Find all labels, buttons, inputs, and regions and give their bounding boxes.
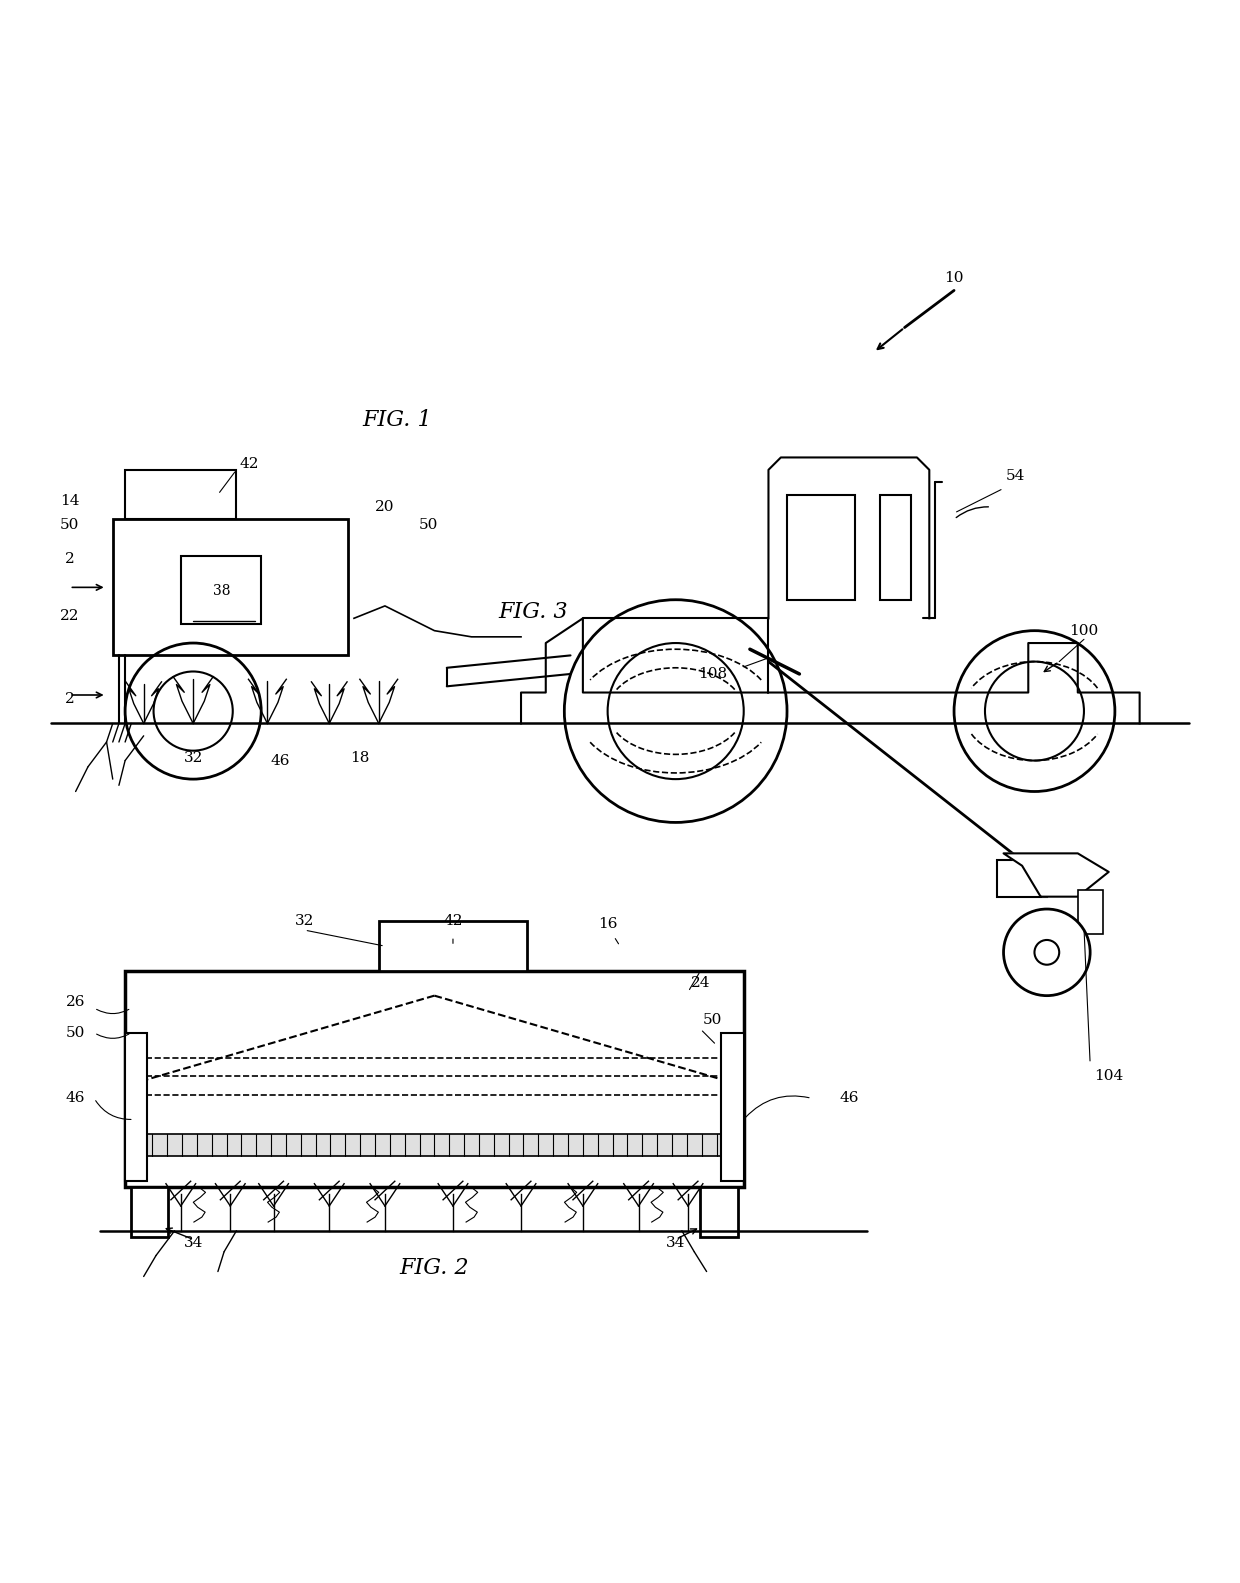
Bar xyxy=(880,494,910,600)
Text: FIG. 3: FIG. 3 xyxy=(498,602,568,624)
Circle shape xyxy=(1003,909,1090,996)
Text: 16: 16 xyxy=(598,917,618,931)
Text: 100: 100 xyxy=(1069,624,1099,638)
Bar xyxy=(131,1187,169,1236)
Text: 2: 2 xyxy=(64,552,74,565)
Text: 18: 18 xyxy=(351,750,370,765)
Text: 46: 46 xyxy=(66,1091,86,1105)
Text: 2: 2 xyxy=(64,692,74,706)
Bar xyxy=(181,557,262,624)
Bar xyxy=(1078,891,1102,934)
Text: 46: 46 xyxy=(270,754,289,768)
Text: 108: 108 xyxy=(698,666,728,681)
Text: 50: 50 xyxy=(66,1026,86,1040)
Text: 14: 14 xyxy=(60,494,79,508)
Bar xyxy=(997,860,1047,896)
Bar xyxy=(125,1032,148,1181)
Bar xyxy=(125,470,237,519)
Bar xyxy=(378,921,527,970)
Text: 24: 24 xyxy=(691,977,711,991)
Text: 20: 20 xyxy=(376,500,394,514)
Bar xyxy=(113,519,347,655)
Text: 42: 42 xyxy=(443,915,463,928)
Text: 10: 10 xyxy=(945,271,963,285)
Text: 54: 54 xyxy=(1006,469,1025,483)
Text: 34: 34 xyxy=(184,1236,203,1251)
Text: FIG. 2: FIG. 2 xyxy=(399,1257,469,1279)
Bar xyxy=(131,1133,738,1157)
Text: 50: 50 xyxy=(60,519,79,532)
Text: 50: 50 xyxy=(419,519,438,532)
Text: 34: 34 xyxy=(666,1236,686,1251)
Bar xyxy=(125,970,744,1187)
Text: 32: 32 xyxy=(295,915,314,928)
Text: 26: 26 xyxy=(66,994,86,1008)
Bar xyxy=(701,1187,738,1236)
Text: 22: 22 xyxy=(60,609,79,622)
Text: 42: 42 xyxy=(239,456,259,470)
Text: 104: 104 xyxy=(1094,1069,1123,1083)
Text: 32: 32 xyxy=(184,750,203,765)
Text: FIG. 1: FIG. 1 xyxy=(362,410,432,431)
Text: 46: 46 xyxy=(839,1091,858,1105)
Bar xyxy=(722,1032,744,1181)
Bar xyxy=(787,494,856,600)
Text: 50: 50 xyxy=(703,1013,723,1027)
Polygon shape xyxy=(1003,853,1109,896)
Text: 38: 38 xyxy=(213,584,231,598)
